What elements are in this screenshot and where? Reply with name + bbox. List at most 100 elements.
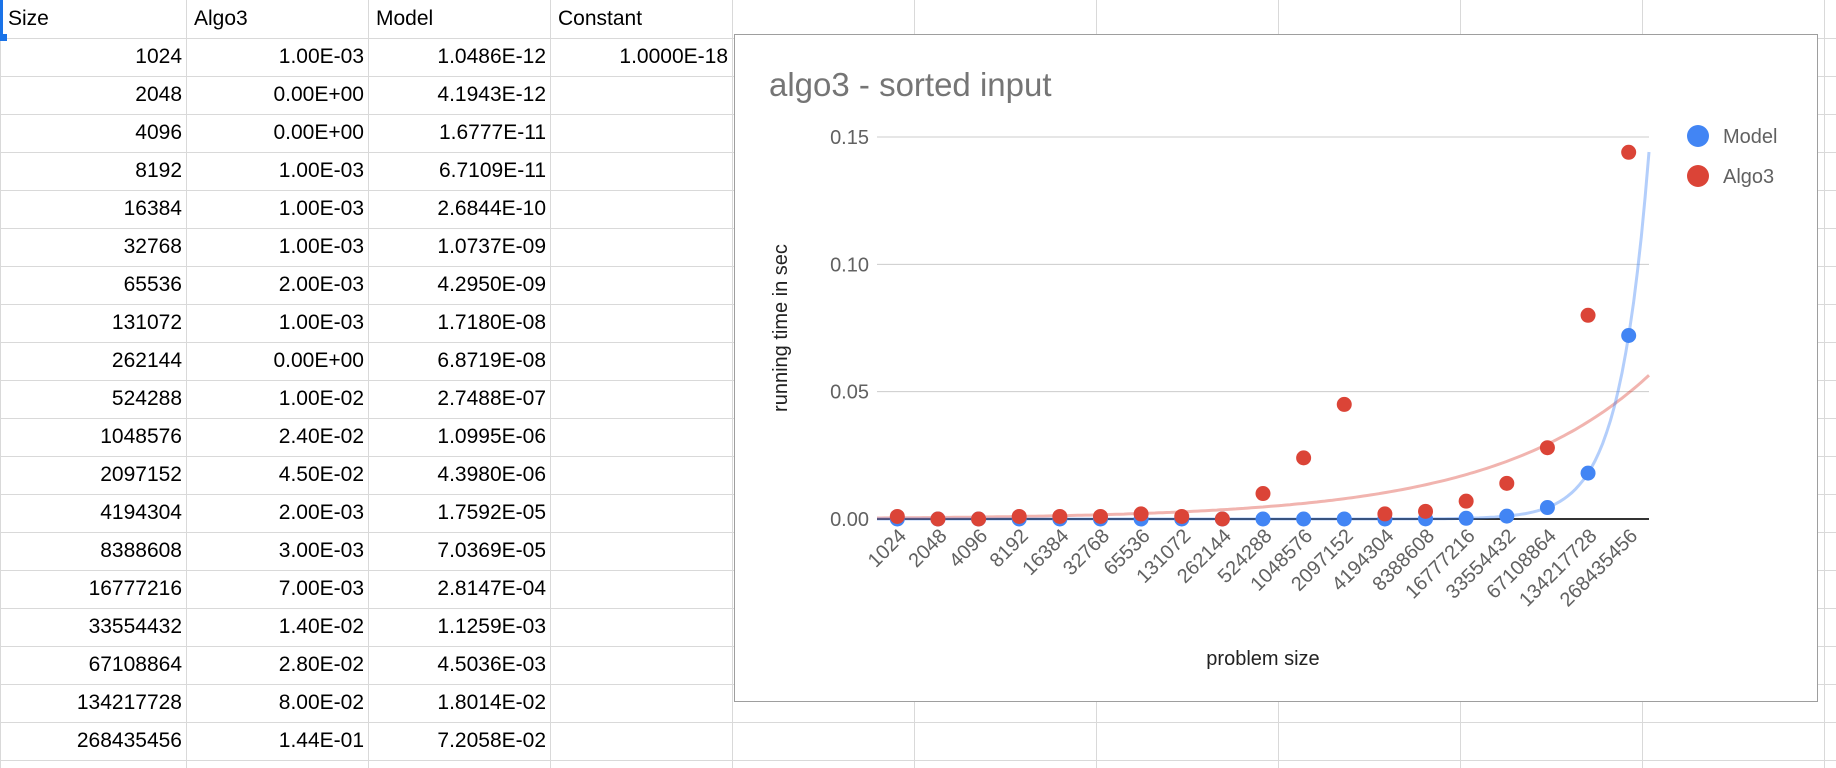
data-cell[interactable]: 1024 <box>135 45 182 68</box>
data-cell[interactable]: 4.1943E-12 <box>437 83 546 106</box>
data-cell[interactable]: 8388608 <box>100 539 182 562</box>
data-cell[interactable]: 268435456 <box>76 729 182 752</box>
model-trendline <box>877 151 1651 521</box>
algo3-point <box>1418 503 1434 519</box>
algo3-point <box>1336 396 1352 412</box>
data-cell[interactable]: 1.00E-02 <box>278 387 364 410</box>
grid-column-line <box>186 0 187 768</box>
data-cell[interactable]: 4.2950E-09 <box>437 273 546 296</box>
model-point <box>1580 465 1596 481</box>
chart-title: algo3 - sorted input <box>769 66 1052 103</box>
data-cell[interactable]: 4.5036E-03 <box>437 653 546 676</box>
data-cell[interactable]: 2.40E-02 <box>278 425 364 448</box>
data-cell[interactable]: 6.7109E-11 <box>438 159 546 182</box>
data-cell[interactable]: 4096 <box>135 121 182 144</box>
model-point <box>1621 327 1637 343</box>
data-cell[interactable]: 2.6844E-10 <box>437 197 546 220</box>
data-cell[interactable]: 134217728 <box>76 691 182 714</box>
data-cell[interactable]: 8192 <box>135 159 182 182</box>
data-cell[interactable]: 2097152 <box>100 463 182 486</box>
algo3-point <box>1174 508 1190 524</box>
embedded-chart[interactable]: algo3 - sorted input 0.00 0.05 0.10 0.15 1024… <box>734 34 1818 702</box>
data-cell[interactable]: 1.00E-03 <box>278 235 364 258</box>
algo3-point <box>1052 508 1068 524</box>
data-cell[interactable]: 1.0737E-09 <box>437 235 546 258</box>
data-cell[interactable]: 1.00E-03 <box>278 197 364 220</box>
data-cell[interactable]: 6.8719E-08 <box>437 349 546 372</box>
algo3-point <box>1255 486 1271 502</box>
header-cell[interactable]: Size <box>8 7 49 30</box>
grid-column-line <box>368 0 369 768</box>
data-cell[interactable]: 1.1259E-03 <box>437 615 546 638</box>
data-cell[interactable]: 4194304 <box>100 501 182 524</box>
data-cell[interactable]: 1.7180E-08 <box>437 311 546 334</box>
data-cell[interactable]: 2.00E-03 <box>278 273 364 296</box>
data-cell[interactable]: 0.00E+00 <box>273 349 364 372</box>
data-cell[interactable]: 2.7488E-07 <box>437 387 546 410</box>
data-cell[interactable]: 16777216 <box>88 577 182 600</box>
data-cell[interactable]: 4.3980E-06 <box>437 463 546 486</box>
grid-row-line <box>0 760 1836 761</box>
x-axis-label: problem size <box>1206 648 1319 670</box>
data-cell[interactable]: 1.0995E-06 <box>437 425 546 448</box>
algo3-legend-label: Algo3 <box>1723 166 1774 188</box>
data-cell[interactable]: 1.6777E-11 <box>438 121 546 144</box>
data-cell[interactable]: 7.2058E-02 <box>437 729 546 752</box>
header-cell[interactable]: Algo3 <box>194 7 248 30</box>
algo3-point <box>1539 440 1555 456</box>
algo3-point <box>1458 493 1474 509</box>
algo3-point <box>971 511 987 527</box>
data-cell[interactable]: 4.50E-02 <box>278 463 364 486</box>
data-cell[interactable]: 7.0369E-05 <box>437 539 546 562</box>
algo3-point <box>889 508 905 524</box>
constant-cell[interactable]: 1.0000E-18 <box>619 45 728 68</box>
data-cell[interactable]: 1.00E-03 <box>278 159 364 182</box>
data-cell[interactable]: 32768 <box>123 235 182 258</box>
algo3-point <box>1580 307 1596 323</box>
x-tick-label: 1024 <box>864 525 911 572</box>
y-tick-label: 0.15 <box>830 127 869 149</box>
data-cell[interactable]: 65536 <box>123 273 182 296</box>
data-cell[interactable]: 1.44E-01 <box>278 729 364 752</box>
data-cell[interactable]: 33554432 <box>88 615 182 638</box>
data-cell[interactable]: 524288 <box>111 387 182 410</box>
x-tick-label: 2048 <box>904 525 951 572</box>
algo3-trendline <box>877 374 1651 520</box>
data-cell[interactable]: 1.7592E-05 <box>437 501 546 524</box>
algo3-point <box>1214 511 1230 527</box>
model-point <box>1458 510 1474 526</box>
data-cell[interactable]: 0.00E+00 <box>273 121 364 144</box>
data-cell[interactable]: 2048 <box>135 83 182 106</box>
header-cell[interactable]: Model <box>376 7 434 30</box>
data-cell[interactable]: 1.0486E-12 <box>437 45 546 68</box>
header-cell[interactable]: Constant <box>558 7 643 30</box>
data-cell[interactable]: 2.8147E-04 <box>437 577 546 600</box>
data-cell[interactable]: 0.00E+00 <box>273 83 364 106</box>
model-legend-marker <box>1687 125 1709 147</box>
data-cell[interactable]: 1.40E-02 <box>278 615 364 638</box>
model-point <box>1539 500 1555 516</box>
algo3-point <box>1499 475 1515 491</box>
data-cell[interactable]: 7.00E-03 <box>278 577 364 600</box>
data-cell[interactable]: 1.8014E-02 <box>437 691 546 714</box>
selection-handle[interactable] <box>0 34 7 41</box>
algo3-point <box>1133 506 1149 522</box>
data-cell[interactable]: 2.00E-03 <box>278 501 364 524</box>
algo3-point <box>1011 508 1027 524</box>
data-cell[interactable]: 1048576 <box>100 425 182 448</box>
data-cell[interactable]: 8.00E-02 <box>278 691 364 714</box>
data-cell[interactable]: 131072 <box>111 311 182 334</box>
grid-column-line <box>0 0 1 768</box>
data-cell[interactable]: 262144 <box>111 349 182 372</box>
data-cell[interactable]: 3.00E-03 <box>278 539 364 562</box>
model-legend-label: Model <box>1723 126 1777 148</box>
algo3-point <box>1092 508 1108 524</box>
data-cell[interactable]: 1.00E-03 <box>278 45 364 68</box>
x-tick-label: 4096 <box>945 525 992 572</box>
data-cell[interactable]: 16384 <box>123 197 182 220</box>
data-cell[interactable]: 67108864 <box>88 653 182 676</box>
data-cell[interactable]: 2.80E-02 <box>278 653 364 676</box>
data-cell[interactable]: 1.00E-03 <box>278 311 364 334</box>
grid-column-line <box>732 0 733 768</box>
y-tick-label: 0.10 <box>830 254 869 276</box>
